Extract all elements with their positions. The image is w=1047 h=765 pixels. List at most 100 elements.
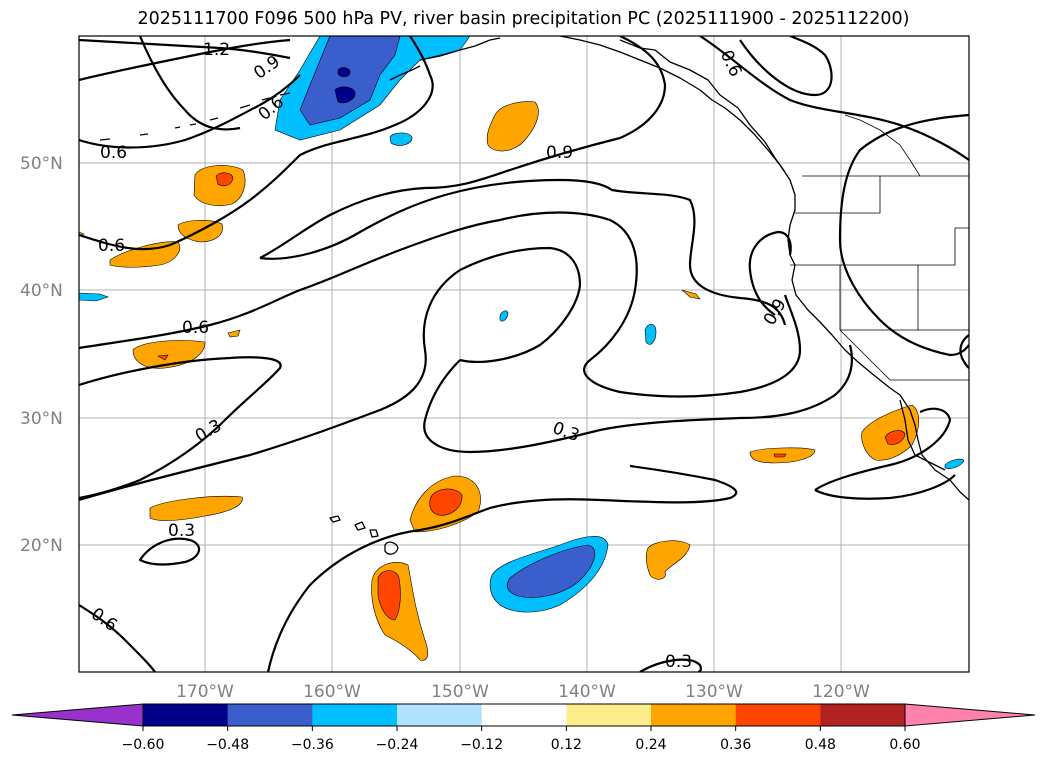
colorbar-over-triangle	[904, 703, 1036, 727]
positive-region	[215, 172, 234, 187]
colorbar-frame	[142, 703, 906, 727]
contour-line	[959, 334, 969, 369]
negative-region	[337, 67, 351, 78]
state-border	[790, 227, 969, 266]
positive-region	[773, 453, 787, 458]
contour-label: 0.3	[168, 521, 195, 541]
map-frame	[78, 35, 970, 673]
contour-line	[138, 36, 241, 131]
borders	[790, 114, 969, 381]
coastline	[389, 65, 421, 81]
lon-label-150w: 150°W	[431, 682, 489, 702]
positive-region	[193, 165, 246, 206]
contour-line	[266, 464, 738, 672]
pv-contours	[79, 36, 969, 672]
positive-region	[645, 540, 691, 580]
negative-region	[499, 310, 509, 322]
state-border	[839, 329, 891, 381]
contour-label: 1.2	[203, 40, 230, 60]
hawaii-island	[384, 541, 399, 555]
contour-line	[79, 246, 582, 502]
positive-region	[486, 101, 539, 152]
contour-label: 0.6	[98, 236, 125, 256]
negative-region	[644, 323, 657, 345]
colorbar-under-triangle	[11, 703, 144, 727]
contour-line	[79, 356, 282, 500]
contour-line	[259, 178, 787, 326]
gridlines	[79, 36, 969, 672]
latitude-labels: 50°N 40°N 30°N 20°N	[20, 154, 63, 556]
colorbar-tick-label: −0.36	[291, 737, 334, 753]
colorbar-ticks: −0.60 −0.48 −0.36 −0.24 −0.12 0.12 0.24 0.36 0.4…	[122, 726, 921, 753]
colorbar-bin	[651, 704, 737, 726]
negative-region	[79, 292, 109, 302]
lat-label-50n: 50°N	[20, 154, 63, 174]
lon-label-120w: 120°W	[812, 682, 870, 702]
contour-line	[79, 38, 291, 82]
contour-line	[79, 74, 301, 149]
colorbar-tick-label: −0.24	[376, 737, 419, 753]
contour-line	[639, 658, 702, 672]
hawaii-island	[329, 515, 341, 523]
contour-line	[699, 36, 969, 161]
contour-line	[838, 113, 969, 357]
lat-label-40n: 40°N	[20, 281, 63, 301]
negative-region	[506, 544, 596, 598]
positive-region	[884, 430, 906, 445]
contour-label: 0.3	[550, 418, 582, 446]
longitude-labels: 170°W 160°W 150°W 140°W 130°W 120°W	[176, 682, 870, 702]
contour-line	[748, 230, 792, 271]
canada-border	[844, 114, 921, 177]
colorbar-tick-label: 0.12	[551, 737, 582, 753]
negative-region	[389, 132, 413, 146]
contour-line	[814, 407, 952, 491]
colorbar-bin	[820, 704, 906, 726]
hawaii-island	[354, 521, 366, 531]
contour-line	[423, 344, 853, 454]
coastline	[619, 39, 786, 173]
colorbar: −0.60 −0.48 −0.36 −0.24 −0.12 0.12 0.24 0.36 0.4…	[11, 703, 1036, 753]
hawaii-island	[369, 529, 379, 538]
lat-label-20n: 20°N	[20, 536, 63, 556]
lon-label-170w: 170°W	[176, 682, 234, 702]
lon-label-130w: 130°W	[685, 682, 743, 702]
contour-label: 0.6	[716, 47, 746, 80]
colorbar-bin	[143, 704, 229, 726]
colorbar-bin	[227, 704, 313, 726]
coastlines	[99, 36, 969, 555]
colorbar-bin	[312, 704, 398, 726]
positive-region	[429, 488, 463, 516]
positive-region	[681, 289, 701, 300]
contour-label: 0.6	[182, 318, 209, 338]
contour-line	[79, 36, 434, 251]
colorbar-bins	[143, 704, 906, 726]
colorbar-bin	[735, 704, 821, 726]
coastline	[99, 92, 291, 141]
map-title: 2025111700 F096 500 hPa PV, river basin …	[137, 9, 910, 29]
contour-label: 0.9	[546, 143, 573, 163]
contour-label: 0.3	[665, 652, 692, 672]
negative-region	[944, 458, 965, 469]
negative-region	[299, 36, 401, 126]
contour-line	[138, 537, 201, 566]
contour-line	[79, 38, 291, 60]
contour-line	[79, 211, 802, 398]
contour-line	[79, 604, 156, 672]
contour-label: 0.3	[192, 416, 225, 447]
map-content: 1.2 0.9 0.6 0.6 0.6 0.9 0.6 0.6 0.9 0.3 …	[79, 36, 969, 672]
contour-label: 0.6	[100, 143, 127, 163]
positive-region	[377, 570, 401, 621]
state-border	[839, 265, 919, 331]
coastline	[419, 37, 501, 61]
colorbar-tick-label: 0.36	[720, 737, 751, 753]
lon-label-140w: 140°W	[558, 682, 616, 702]
colorbar-bin	[566, 704, 652, 726]
coastline	[791, 264, 969, 501]
positive-region	[149, 495, 243, 521]
colorbar-bin	[481, 704, 567, 726]
contour-line	[748, 269, 776, 316]
colorbar-tick-label: 0.48	[805, 737, 836, 753]
colorbar-tick-label: −0.60	[122, 737, 165, 753]
state-border	[795, 176, 881, 214]
